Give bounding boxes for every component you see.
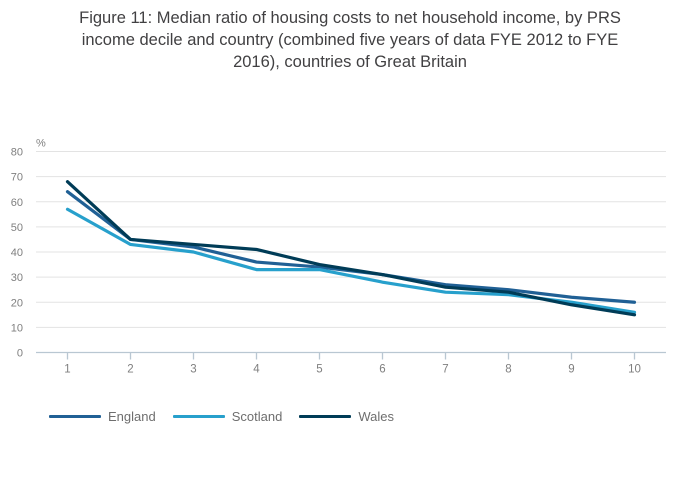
svg-text:10: 10 <box>628 364 641 376</box>
legend-item-england: England <box>49 409 156 424</box>
housing-costs-line-chart: 0 10 20 30 40 50 60 70 80% 1 2 3 4 5 6 7 8 9 10 <box>11 138 666 376</box>
svg-text:4: 4 <box>253 364 260 376</box>
svg-text:0: 0 <box>17 348 23 360</box>
svg-text:3: 3 <box>190 364 196 376</box>
svg-text:40: 40 <box>11 247 23 259</box>
england-line-swatch <box>49 414 101 418</box>
chart-title-line-1: Figure 11: Median ratio of housing costs… <box>79 9 621 27</box>
svg-text:70: 70 <box>11 172 23 184</box>
svg-text:1: 1 <box>64 364 70 376</box>
svg-text:2: 2 <box>127 364 133 376</box>
svg-text:20: 20 <box>11 297 23 309</box>
legend-label-wales: Wales <box>358 408 394 424</box>
svg-text:7: 7 <box>442 364 448 376</box>
scotland-line-swatch <box>172 414 225 418</box>
chart-legend: England Scotland Wales <box>49 406 394 426</box>
legend-item-wales: Wales <box>299 409 394 424</box>
svg-text:5: 5 <box>316 364 322 376</box>
svg-text:30: 30 <box>11 272 23 284</box>
svg-text:80: 80 <box>11 147 23 159</box>
svg-text:50: 50 <box>11 222 23 234</box>
chart-title-line-3: 2016), countries of Great Britain <box>233 53 467 71</box>
svg-text:60: 60 <box>11 197 23 209</box>
svg-text:10: 10 <box>11 322 23 334</box>
svg-text:9: 9 <box>568 364 574 376</box>
legend-label-scotland: Scotland <box>231 408 283 424</box>
legend-label-england: England <box>108 408 156 424</box>
chart-title: Figure 11: Median ratio of housing costs… <box>0 7 700 73</box>
wales-line-swatch <box>299 414 352 418</box>
chart-title-line-2: income decile and country (combined five… <box>81 31 619 49</box>
legend-item-scotland: Scotland <box>172 408 283 424</box>
svg-text:8: 8 <box>505 364 511 376</box>
svg-text:%: % <box>36 138 46 150</box>
svg-text:6: 6 <box>379 364 385 376</box>
